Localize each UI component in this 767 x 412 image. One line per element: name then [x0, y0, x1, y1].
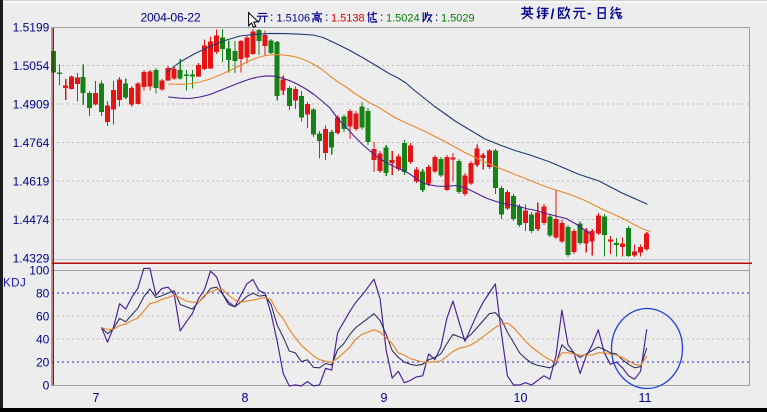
svg-text:/: /	[551, 6, 555, 22]
svg-text:1.4619: 1.4619	[13, 175, 50, 189]
svg-text:9: 9	[381, 391, 388, 405]
svg-text::: :	[435, 10, 438, 24]
svg-text:KDJ: KDJ	[3, 278, 26, 290]
svg-text:80: 80	[36, 287, 50, 301]
svg-text:1.5138: 1.5138	[331, 12, 365, 24]
svg-text:8: 8	[242, 391, 249, 405]
svg-text:1.4764: 1.4764	[13, 136, 50, 150]
svg-text:7: 7	[93, 391, 100, 405]
svg-text:20: 20	[36, 356, 50, 370]
svg-text:100: 100	[29, 264, 49, 278]
svg-text:1.5029: 1.5029	[441, 12, 475, 24]
svg-text:40: 40	[36, 333, 50, 347]
svg-text:11: 11	[639, 391, 652, 405]
svg-text:0: 0	[43, 379, 50, 393]
svg-text:60: 60	[36, 310, 50, 324]
svg-text:1.4329: 1.4329	[13, 252, 50, 266]
svg-text:1.4474: 1.4474	[13, 213, 50, 227]
svg-text::: :	[325, 10, 328, 24]
svg-text:1.5024: 1.5024	[386, 12, 420, 24]
svg-text:2004-06-22: 2004-06-22	[141, 11, 201, 25]
svg-text::: :	[270, 10, 273, 24]
svg-text:-: -	[587, 5, 592, 21]
svg-text:10: 10	[514, 391, 528, 405]
svg-text:1.5054: 1.5054	[13, 59, 50, 73]
svg-text:1.4909: 1.4909	[13, 98, 50, 112]
svg-text:1.5106: 1.5106	[277, 12, 311, 24]
svg-text::: :	[380, 10, 383, 24]
svg-text:1.5199: 1.5199	[13, 21, 50, 35]
